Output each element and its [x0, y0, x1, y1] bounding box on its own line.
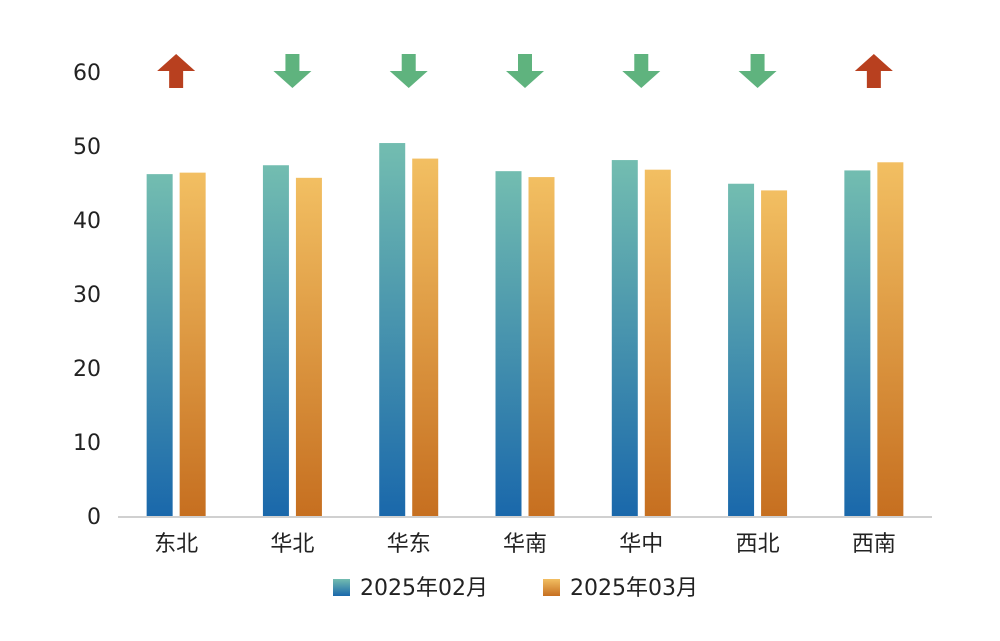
- bar-series-2-3: [528, 177, 555, 516]
- legend-label-1: 2025年02月: [360, 576, 488, 601]
- bars-group: [146, 143, 904, 517]
- arrow-down-icon: [506, 54, 544, 88]
- arrow-up-icon: [854, 54, 893, 88]
- bar-series-1-4: [611, 160, 638, 516]
- bar-series-1-3: [495, 171, 522, 516]
- arrow-down-icon: [389, 54, 428, 88]
- x-tick-label: 西南: [852, 532, 896, 557]
- trend-arrows: [157, 54, 893, 88]
- bar-series-2-2: [412, 158, 439, 516]
- x-tick-label: 华北: [270, 532, 314, 557]
- x-tick-label: 华南: [503, 532, 547, 557]
- y-tick-label: 30: [73, 283, 101, 308]
- legend-swatch-2: [543, 579, 560, 596]
- y-axis: 0 10 20 30 40 50 60: [73, 61, 101, 530]
- bar-series-2-1: [295, 177, 322, 516]
- bar-series-2-4: [644, 169, 671, 516]
- bar-series-1-5: [728, 183, 755, 517]
- y-tick-label: 20: [73, 357, 101, 382]
- arrow-down-icon: [622, 54, 661, 88]
- x-tick-label: 华东: [387, 532, 431, 557]
- arrow-down-icon: [738, 54, 777, 88]
- y-tick-label: 50: [73, 135, 101, 160]
- x-tick-label: 西北: [736, 532, 780, 557]
- bar-series-1-6: [844, 170, 871, 517]
- legend-swatch-1: [333, 579, 350, 596]
- y-tick-label: 0: [87, 505, 101, 530]
- x-tick-label: 华中: [619, 532, 663, 557]
- bar-series-2-0: [179, 172, 206, 516]
- bar-series-2-5: [761, 190, 788, 516]
- y-tick-label: 40: [73, 209, 101, 234]
- x-axis: 东北 华北 华东 华南 华中 西北 西南: [154, 532, 896, 557]
- arrow-down-icon: [273, 54, 312, 88]
- bar-series-1-2: [379, 143, 406, 517]
- y-tick-label: 60: [73, 61, 101, 86]
- y-tick-label: 10: [73, 431, 101, 456]
- legend: 2025年02月 2025年03月: [333, 576, 698, 601]
- bar-series-1-0: [146, 174, 173, 516]
- bar-series-1-1: [262, 165, 289, 517]
- legend-label-2: 2025年03月: [570, 576, 698, 601]
- x-tick-label: 东北: [154, 532, 198, 557]
- arrow-up-icon: [157, 54, 196, 88]
- bar-series-2-6: [877, 162, 904, 516]
